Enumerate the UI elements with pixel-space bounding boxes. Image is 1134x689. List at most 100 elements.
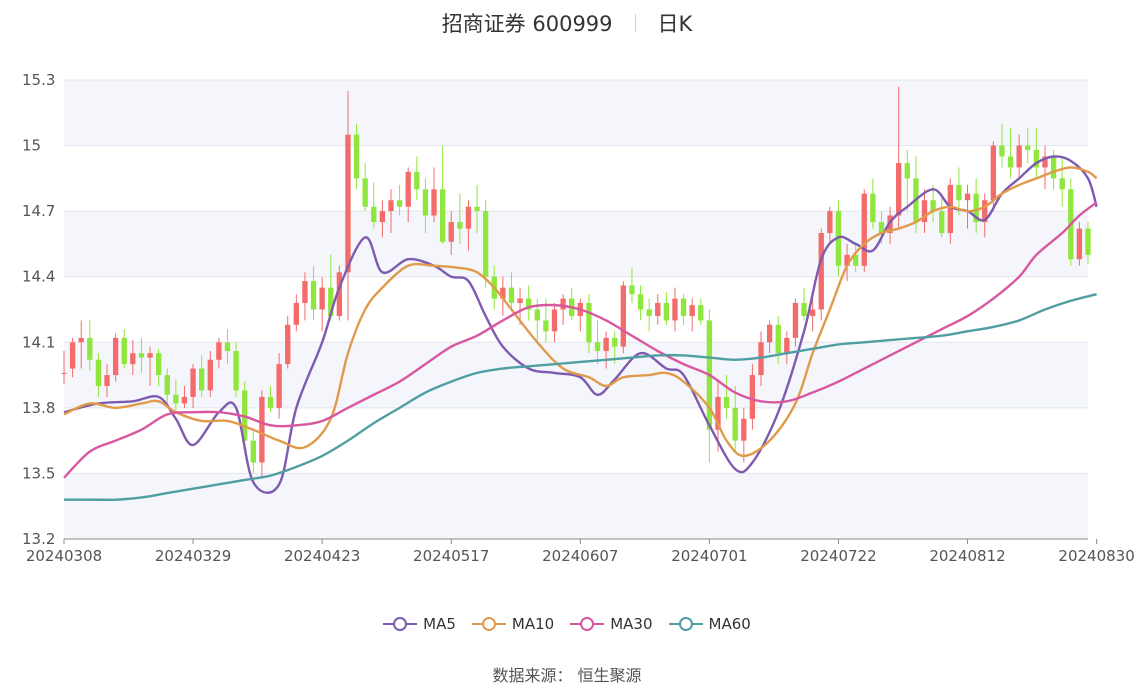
candle-body — [414, 171, 420, 190]
candle-body — [784, 337, 790, 354]
x-tick-label: 20240830 — [1058, 547, 1134, 565]
candle-body — [680, 298, 687, 317]
candle-body — [1007, 156, 1014, 168]
candle-body — [362, 178, 368, 207]
title-separator — [634, 14, 636, 32]
candle-body — [216, 342, 222, 360]
candle-body — [517, 298, 523, 303]
candle-body — [1050, 156, 1057, 179]
legend-item-ma5[interactable]: MA5 — [383, 615, 456, 633]
candle-body — [852, 254, 859, 266]
candle-body — [353, 134, 360, 179]
candle-body — [878, 222, 885, 233]
candle-body — [250, 440, 256, 463]
candle-body — [964, 193, 971, 201]
candle-body — [396, 200, 403, 207]
candle-body — [741, 418, 747, 441]
candle-body — [181, 396, 188, 404]
candle-body — [448, 222, 454, 242]
legend-ma60-symbol — [668, 617, 703, 631]
candles — [61, 86, 1091, 478]
x-tick-label: 20240517 — [413, 547, 489, 565]
candle-body — [500, 287, 506, 299]
candle-body — [1016, 145, 1022, 168]
legend-label-ma30: MA30 — [610, 615, 653, 633]
candle-body — [973, 193, 979, 223]
candle-body — [646, 309, 652, 317]
candle-body — [61, 372, 67, 374]
candle-body — [190, 368, 196, 397]
candle-body — [612, 337, 618, 347]
candle-body — [896, 163, 902, 216]
candle-body — [138, 353, 145, 358]
candle-body — [629, 285, 635, 295]
candle-body — [663, 302, 670, 321]
series-line-ma60 — [64, 293, 1097, 502]
y-tick-label: 13.8 — [22, 399, 55, 417]
legend-item-ma60[interactable]: MA60 — [668, 615, 751, 633]
candle-body — [155, 353, 162, 376]
chart-title: 招商证券 600999 — [441, 12, 613, 36]
y-tick-label: 15 — [22, 137, 41, 155]
candle-body — [1085, 228, 1091, 255]
background-band — [64, 211, 1088, 277]
candle-body — [930, 200, 936, 212]
candle-body — [112, 337, 119, 376]
candle-body — [474, 206, 480, 212]
candle-body — [431, 189, 437, 216]
moving-average-lines — [63, 155, 1098, 502]
candle-body — [267, 396, 274, 408]
candle-body — [233, 351, 239, 391]
candle-body — [560, 298, 566, 310]
candle-body — [164, 375, 170, 395]
candle-body — [439, 189, 446, 242]
candle-body — [345, 134, 351, 273]
candle-body — [594, 342, 601, 352]
candle-body — [259, 396, 265, 463]
legend-ma10-symbol — [471, 617, 506, 631]
candle-body — [689, 305, 695, 317]
candle-body — [904, 163, 910, 179]
legend: MA5 MA10 MA30 MA60 — [0, 612, 1134, 636]
x-tick-label: 20240607 — [542, 547, 618, 565]
x-tick-label: 20240722 — [800, 547, 876, 565]
candle-body — [870, 193, 876, 223]
legend-label-ma60: MA60 — [708, 615, 751, 633]
series-line-ma30 — [63, 201, 1098, 479]
candle-body — [104, 375, 110, 386]
background-band — [64, 80, 1088, 146]
y-tick-label: 14.7 — [22, 202, 55, 220]
legend-item-ma30[interactable]: MA30 — [570, 615, 653, 633]
candle-body — [732, 407, 738, 441]
candle-body — [921, 200, 928, 223]
candle-body — [982, 200, 988, 223]
candle-body — [551, 309, 558, 332]
candle-body — [173, 394, 179, 404]
legend-item-ma10[interactable]: MA10 — [471, 615, 555, 633]
x-tick-label: 20240812 — [929, 547, 1005, 565]
candle-body — [827, 211, 833, 233]
candle-body — [1076, 228, 1083, 260]
candle-body — [698, 305, 704, 321]
legend-label-ma10: MA10 — [511, 615, 555, 633]
candle-body — [620, 285, 626, 347]
candle-body — [95, 359, 102, 386]
y-tick-label: 14.1 — [22, 333, 55, 351]
candle-body — [310, 281, 317, 310]
candle-body — [766, 324, 773, 343]
candle-body — [388, 200, 394, 212]
candle-body — [328, 287, 334, 317]
series-line-ma10 — [63, 166, 1098, 458]
candle-body — [87, 337, 93, 360]
candle-body — [844, 254, 850, 266]
candle-body — [534, 309, 540, 321]
candle-body — [775, 324, 781, 354]
x-tick-label: 20240308 — [26, 547, 102, 565]
candle-body — [302, 281, 308, 303]
x-tick-label: 20240423 — [284, 547, 360, 565]
legend-ma5-symbol — [383, 617, 418, 631]
candle-body — [207, 359, 213, 391]
candle-body — [121, 337, 127, 365]
candle-body — [1033, 149, 1040, 168]
candle-body — [801, 302, 807, 317]
